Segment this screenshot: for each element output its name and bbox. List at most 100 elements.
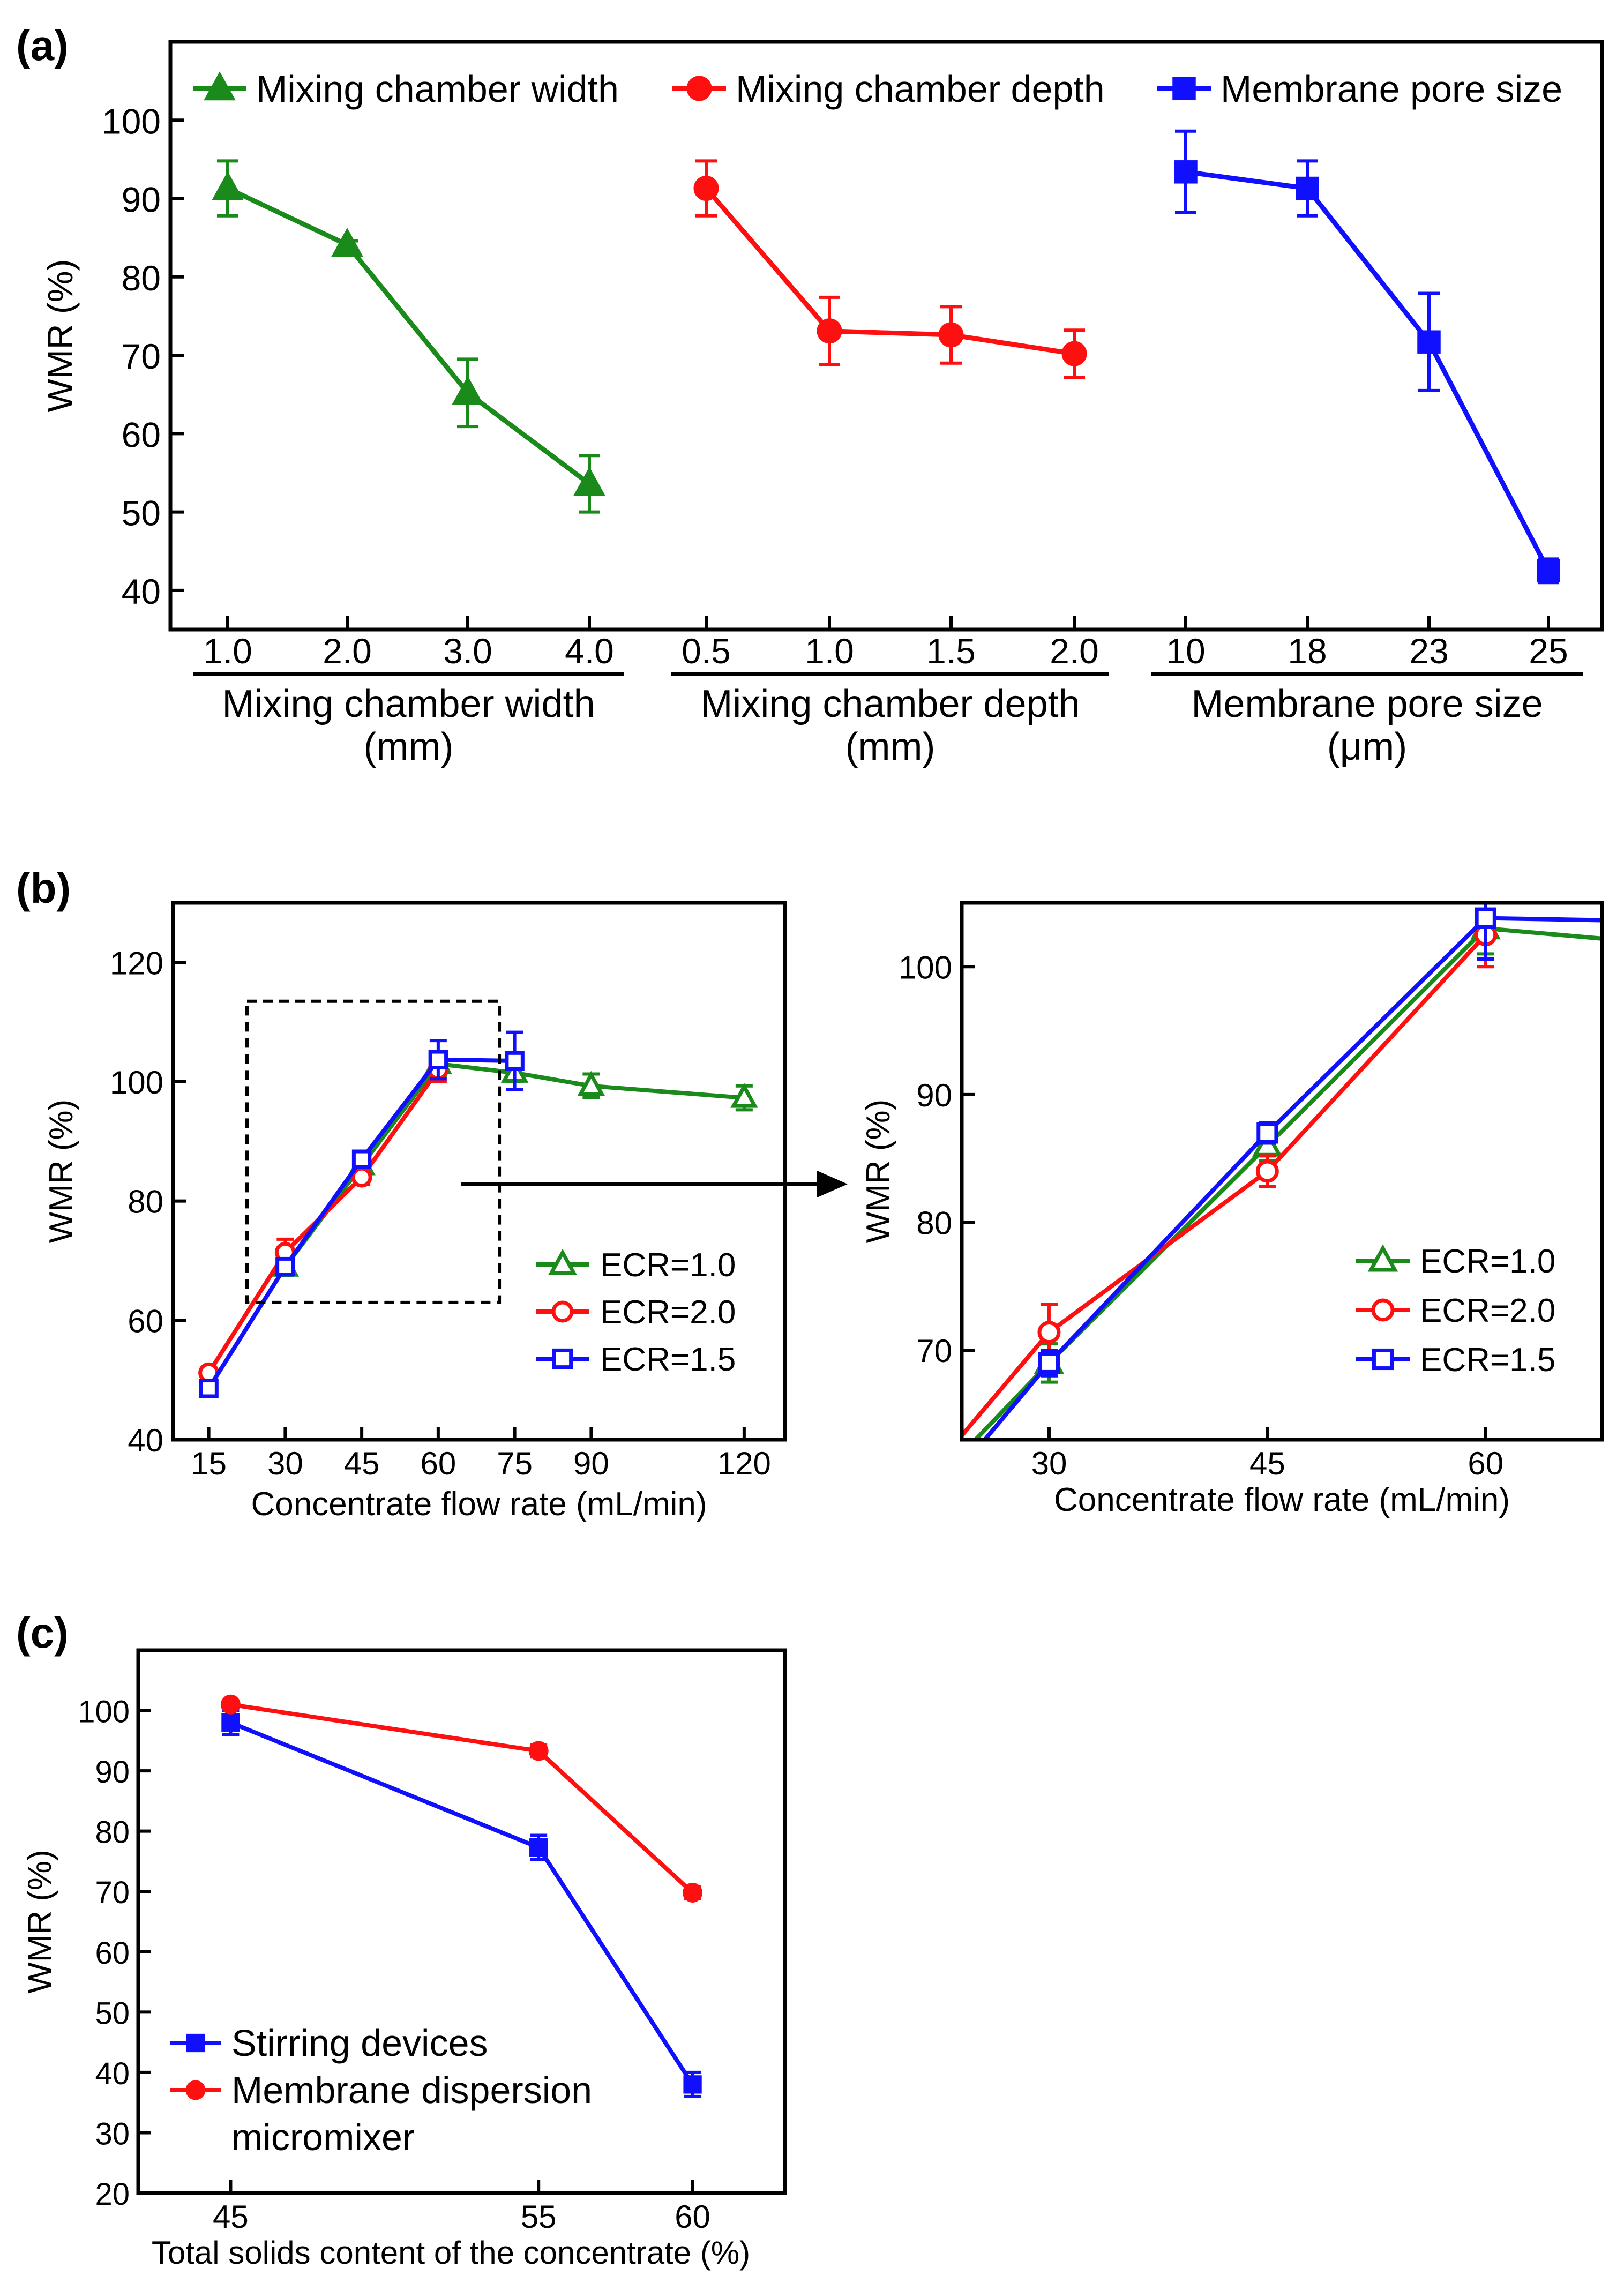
y-tick-label: 90 [95,1755,130,1790]
legend-marker [204,71,236,101]
x-tick-label: 0.5 [682,631,731,671]
data-point [1061,341,1087,366]
y-tick-label: 50 [95,1996,130,2031]
series-line [962,933,1487,1439]
y-tick-label: 80 [95,1815,130,1850]
legend-marker [686,76,712,101]
x-axis-group-label: Membrane pore size [1191,683,1543,725]
plot-frame [136,1648,787,2195]
x-axis-label: Concentrate flow rate (mL/min) [251,1486,707,1523]
y-tick-label: 50 [122,493,161,533]
y-tick-label: 100 [110,1065,163,1101]
y-tick-label: 90 [916,1077,952,1113]
legend-label: ECR=2.0 [600,1294,736,1331]
series-line [1185,169,1551,572]
data-point [1038,1352,1060,1374]
series-line [207,1068,440,1374]
y-axis-label: WMR (%) [860,1099,897,1244]
zoom-arrow-head [817,1171,848,1197]
x-tick-label: 1.5 [926,631,976,671]
legend-label: Stirring devices [231,2022,488,2064]
legend-marker [185,2080,206,2100]
legend-label: ECR=1.5 [600,1341,736,1378]
legend-entry: Stirring devices [170,2022,488,2064]
data-point [505,1051,525,1071]
data-point [938,322,964,348]
x-tick-label: 2.0 [323,631,372,671]
plot-frame [168,40,1604,632]
legend-marker [1172,77,1196,100]
legend-label: ECR=2.0 [1420,1292,1555,1329]
x-tick-label: 4.0 [565,631,614,671]
data-point [1037,1321,1061,1344]
panel-b-main-chart: 40 60 80 100 120 15 30 45 60 75 90 120 Concentrate f… [43,901,848,1523]
x-tick-label: 1.0 [805,631,854,671]
legend-label: Mixing chamber depth [736,68,1105,110]
plot-frame [960,901,1604,1442]
panel-label-a: (a) [16,21,69,69]
data-point [1296,176,1319,200]
x-tick-label: 18 [1288,631,1327,671]
series-mixing-chamber-depth [693,159,1087,379]
series-membrane-pore-size [1174,129,1560,585]
legend-label: Membrane dispersion [231,2069,592,2111]
legend-entry: Mixing chamber depth [672,68,1105,110]
y-tick-label: 100 [899,949,952,985]
legend-entry: ECR=2.0 [1356,1292,1555,1329]
series-mixing-chamber-width [212,159,605,514]
panel-a-chart: 40 50 60 70 80 90 100 WMR (%) 1.0 2.0 3.0 4.0 Mixing… [40,40,1604,768]
y-tick-label: 40 [128,1423,163,1458]
data-point [1475,907,1496,929]
data-point [220,1694,241,1715]
data-point [428,1050,448,1070]
y-tick-label: 120 [110,945,163,981]
x-tick-label: 45 [344,1446,380,1481]
data-point [683,1882,703,1903]
data-point [199,1379,219,1398]
series-ecr-1-5 [199,1030,525,1398]
x-tick-label: 45 [1249,1446,1285,1481]
x-axis-group-label: Mixing chamber depth [700,683,1080,725]
y-tick-label: 80 [128,1184,163,1220]
series-line [283,1061,745,1268]
x-axis-group-label: Mixing chamber width [222,683,595,725]
series-line [207,1057,515,1390]
data-point [1256,1122,1278,1144]
data-point [1417,330,1441,354]
legend-entry: Membrane pore size [1157,68,1562,110]
legend-entry: ECR=1.5 [536,1341,736,1378]
data-point [212,171,244,200]
x-tick-label: 120 [717,1446,771,1481]
legend-label: Membrane pore size [1221,68,1562,110]
legend-entry: ECR=1.0 [1356,1243,1555,1280]
y-tick-label: 100 [78,1695,130,1730]
x-tick-label: 1.0 [203,631,252,671]
data-point [817,318,842,344]
x-axis-group-unit: (mm) [845,725,936,768]
legend-entry: ECR=1.5 [1356,1342,1555,1379]
series-stirring-devices [221,1709,702,2098]
panel-label-c: (c) [16,1609,69,1657]
x-tick-label: 10 [1166,631,1205,671]
legend-label: ECR=1.0 [1420,1243,1555,1280]
legend-marker [548,1248,578,1275]
series-ecr-1-5 [982,903,1602,1440]
y-tick-label: 40 [95,2056,130,2091]
legend-entry: Mixing chamber width [193,68,619,110]
legend-marker [1371,1298,1395,1322]
data-point [1537,559,1560,583]
x-tick-label: 23 [1409,631,1448,671]
legend-entry: Membrane dispersion [170,2069,592,2111]
y-tick-label: 100 [102,101,161,141]
x-tick-label: 60 [675,2199,710,2235]
x-tick-label: 30 [267,1446,303,1481]
y-tick-label: 70 [95,1875,130,1910]
y-tick-label: 20 [95,2177,130,2212]
legend-marker [551,1300,574,1323]
data-point [1255,1159,1279,1183]
y-tick-label: 80 [916,1205,952,1241]
data-point [351,1149,372,1169]
series-line [227,186,591,486]
